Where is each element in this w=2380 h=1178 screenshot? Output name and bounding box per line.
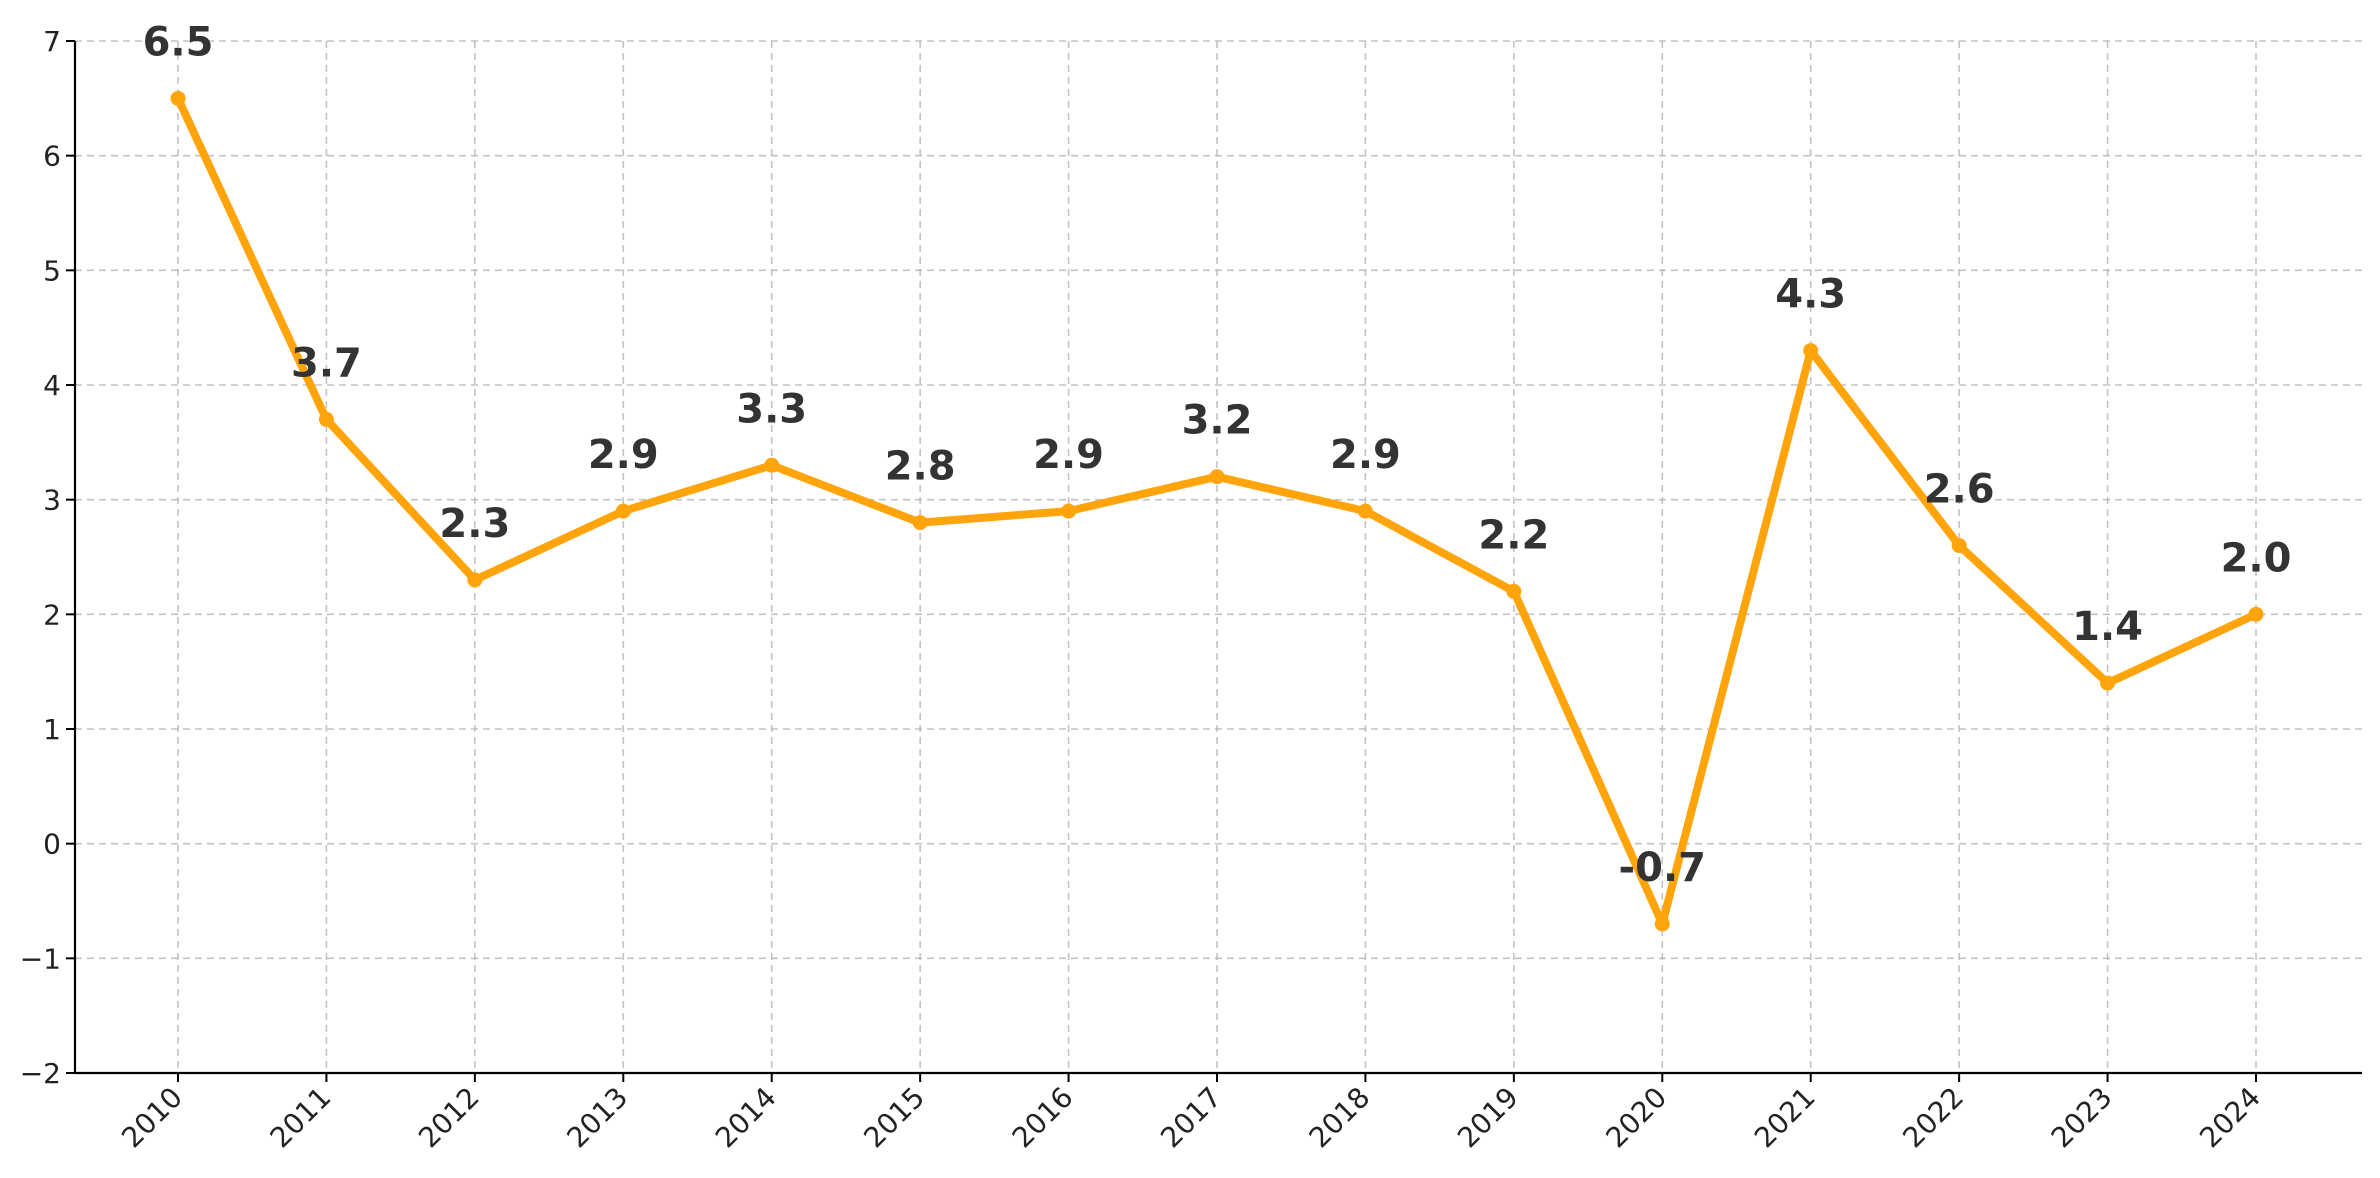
data-point bbox=[2248, 606, 2264, 622]
tick-labels-layer: −2 −1 0 1 2 3 4 5 6 7 2010 2011 2012 2013 2014 2015 2016… bbox=[20, 25, 2267, 1154]
data-label: 2.8 bbox=[885, 444, 956, 490]
x-tick-label: 2020 bbox=[1600, 1081, 1674, 1155]
data-label: 2.9 bbox=[588, 432, 659, 478]
data-label: 3.2 bbox=[1182, 398, 1253, 444]
data-label: 2.2 bbox=[1478, 512, 1549, 558]
y-tick-label: 4 bbox=[43, 369, 61, 402]
data-point bbox=[318, 411, 334, 427]
data-label: 6.5 bbox=[143, 19, 214, 65]
grid-layer bbox=[75, 40, 2362, 1074]
x-tick-label: 2010 bbox=[115, 1081, 189, 1155]
x-tick-label: 2022 bbox=[1896, 1081, 1970, 1155]
data-label: 3.7 bbox=[291, 340, 362, 386]
data-label: 2.9 bbox=[1330, 432, 1401, 478]
data-label: 3.3 bbox=[736, 386, 807, 432]
data-point bbox=[1803, 343, 1819, 359]
data-point bbox=[1209, 469, 1225, 485]
data-point bbox=[467, 572, 483, 588]
data-label: -0.7 bbox=[1619, 845, 1706, 891]
y-tick-label: −2 bbox=[20, 1057, 61, 1090]
x-tick-label: 2017 bbox=[1154, 1081, 1228, 1155]
x-tick-label: 2018 bbox=[1303, 1081, 1377, 1155]
y-tick-label: 0 bbox=[43, 828, 61, 861]
x-tick-label: 2013 bbox=[561, 1081, 635, 1155]
data-label: 4.3 bbox=[1775, 272, 1846, 318]
data-point bbox=[170, 90, 186, 106]
data-point bbox=[615, 503, 631, 519]
series-layer bbox=[170, 90, 2264, 932]
x-tick-label: 2021 bbox=[1748, 1081, 1822, 1155]
y-tick-label: 7 bbox=[43, 25, 61, 58]
data-label: 2.3 bbox=[439, 501, 510, 547]
data-point bbox=[1654, 916, 1670, 932]
y-tick-label: 3 bbox=[43, 484, 61, 517]
data-point bbox=[1951, 538, 1967, 554]
y-tick-label: 5 bbox=[43, 254, 61, 287]
y-tick-label: 1 bbox=[43, 713, 61, 746]
data-label: 2.6 bbox=[1924, 467, 1995, 513]
x-tick-label: 2015 bbox=[857, 1081, 931, 1155]
data-point bbox=[1061, 503, 1077, 519]
y-tick-label: −1 bbox=[20, 942, 61, 975]
data-point bbox=[1506, 583, 1522, 599]
y-tick-label: 6 bbox=[43, 140, 61, 173]
x-tick-label: 2011 bbox=[264, 1081, 338, 1155]
data-label: 1.4 bbox=[2072, 604, 2143, 650]
data-point bbox=[1357, 503, 1373, 519]
data-labels-layer: 6.5 3.7 2.3 2.9 3.3 2.8 2.9 3.2 2.9 2.2 -0.7 4.3 2.6… bbox=[143, 19, 2292, 891]
data-point bbox=[764, 457, 780, 473]
x-tick-label: 2019 bbox=[1451, 1081, 1525, 1155]
x-tick-label: 2014 bbox=[709, 1081, 783, 1155]
x-tick-label: 2023 bbox=[2045, 1081, 2119, 1155]
x-tick-label: 2016 bbox=[1006, 1081, 1080, 1155]
data-label: 2.0 bbox=[2221, 535, 2292, 581]
x-tick-label: 2012 bbox=[412, 1081, 486, 1155]
x-tick-label: 2024 bbox=[2193, 1081, 2267, 1155]
axes-layer bbox=[66, 40, 2362, 1082]
data-point bbox=[2100, 675, 2116, 691]
data-point bbox=[912, 515, 928, 531]
data-label: 2.9 bbox=[1033, 432, 1104, 478]
y-tick-label: 2 bbox=[43, 598, 61, 631]
